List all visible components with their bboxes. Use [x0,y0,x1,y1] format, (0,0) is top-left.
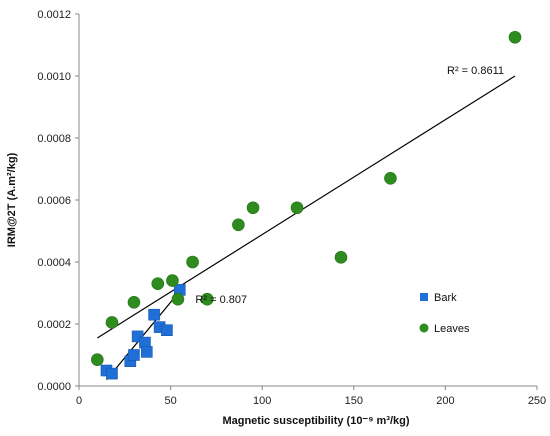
y-tick-label: 0.0010 [37,71,71,83]
data-point-bark [140,346,153,358]
x-axis-title: Magnetic susceptibility (10⁻⁹ m³/kg) [222,415,409,427]
data-point-leaves [290,201,304,215]
data-point-leaves [166,274,179,287]
data-point-bark [128,349,140,361]
trendline-leaves [97,75,516,339]
legend-marker-bark [420,293,428,301]
data-point-leaves [384,172,397,185]
legend-label-bark: Bark [434,292,457,304]
data-point-leaves [186,255,199,269]
y-tick-label: 0.0008 [37,133,71,145]
data-point-leaves [232,218,245,232]
y-tick-label: 0.0000 [37,381,71,393]
y-tick-label: 0.0002 [37,319,71,331]
data-point-leaves [151,277,165,291]
data-point-bark [161,324,173,337]
x-tick-label: 100 [253,395,271,407]
data-point-leaves [171,292,185,306]
y-tick-label: 0.0004 [37,257,71,269]
x-tick-label: 150 [345,395,363,407]
legend-marker-leaves [419,323,429,333]
data-point-bark [131,330,144,343]
data-point-leaves [246,201,260,215]
r2-label-bark: R² = 0.807 [195,294,247,306]
data-point-leaves [200,292,214,306]
data-point-bark [148,308,160,321]
data-point-leaves [334,251,348,264]
y-tick-label: 0.0012 [37,9,71,21]
data-point-leaves [508,30,522,44]
x-tick-label: 250 [528,395,546,407]
r2-label-leaves: R² = 0.8611 [447,65,504,77]
data-point-bark [106,367,118,380]
legend-label-leaves: Leaves [434,323,470,335]
y-tick-label: 0.0006 [37,195,71,207]
data-point-leaves [91,353,104,366]
data-point-leaves [105,316,119,329]
data-point-leaves [127,295,141,309]
x-tick-label: 200 [436,395,454,407]
x-tick-label: 50 [164,395,176,407]
x-tick-label: 0 [76,395,82,407]
y-axis-title: IRM@2T (A.m²/kg) [6,152,18,247]
trendline-bark [106,286,184,381]
